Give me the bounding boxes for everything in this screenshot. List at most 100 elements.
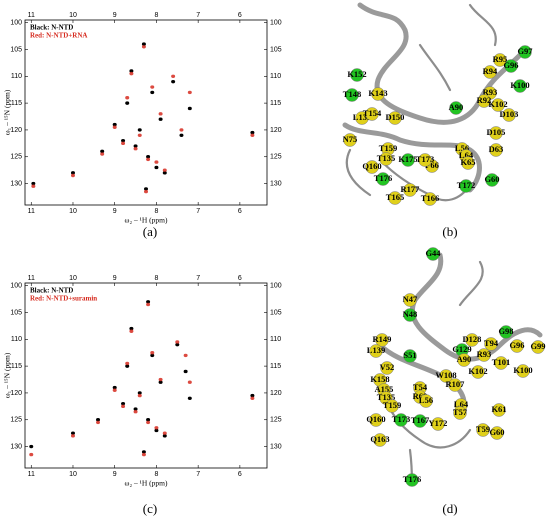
- y-tick-label: 125: [10, 154, 22, 161]
- residue-label: R92: [477, 95, 492, 105]
- y-tick-label: 110: [270, 336, 281, 343]
- peak: [144, 187, 148, 191]
- peak: [183, 369, 188, 374]
- peak: [162, 171, 167, 175]
- residue-sphere: [385, 399, 399, 413]
- residue-label: K61: [491, 404, 506, 414]
- peak: [187, 106, 192, 111]
- peak: [31, 181, 36, 186]
- y-tick-label: 120: [10, 390, 22, 397]
- x-axis-label: ω₂ – ¹H (ppm): [125, 479, 168, 488]
- residue-sphere: [423, 192, 437, 206]
- peak: [250, 393, 255, 398]
- residue-sphere: [350, 68, 364, 82]
- residue-label: T159: [379, 143, 397, 153]
- peak: [141, 452, 146, 457]
- peak: [171, 74, 176, 79]
- y-tick-label: 110: [11, 73, 22, 80]
- residue-label: R93: [483, 87, 498, 97]
- peak: [144, 189, 148, 194]
- residue-sphere: [510, 339, 524, 353]
- residue-sphere: [485, 173, 499, 187]
- residue-label: R149: [373, 334, 392, 344]
- residue-label: N48: [403, 309, 418, 319]
- residue-label: T148: [343, 89, 361, 99]
- residue-sphere: [369, 344, 383, 358]
- peak: [146, 418, 151, 422]
- residue-sphere: [518, 45, 532, 59]
- y-tick-label: 105: [270, 309, 282, 316]
- x-tick-label: 10: [69, 12, 77, 19]
- y-tick-label: 130: [270, 180, 282, 187]
- residue-sphere: [345, 88, 359, 102]
- y-tick-label: 115: [11, 363, 22, 370]
- y-tick-label: 115: [11, 100, 22, 107]
- residue-label: G44: [425, 248, 441, 258]
- residue-sphere: [426, 247, 440, 261]
- legend-label: Red: N-NTD+suramin: [30, 295, 97, 303]
- residue-label: N47: [403, 294, 418, 304]
- residue-sphere: [379, 152, 393, 166]
- peak: [150, 90, 155, 95]
- peak: [150, 351, 155, 355]
- residue-sphere: [403, 183, 417, 197]
- peak: [187, 380, 192, 384]
- residue-sphere: [403, 293, 417, 307]
- residue-sphere: [376, 172, 390, 186]
- residue-sphere: [431, 417, 445, 431]
- residue-sphere: [477, 94, 491, 108]
- residue-label: T54: [413, 382, 428, 392]
- y-tick-label: 100: [10, 283, 22, 290]
- residue-label: L139: [367, 345, 385, 355]
- residue-label: G98: [498, 326, 513, 336]
- residue-label: G99: [530, 341, 545, 351]
- y-tick-label: 125: [270, 417, 282, 424]
- residue-label: G96: [503, 60, 518, 70]
- residue-sphere: [492, 403, 506, 417]
- peak: [133, 407, 138, 411]
- residue-label: G96: [509, 340, 524, 350]
- peak: [187, 396, 192, 400]
- peak: [133, 146, 138, 151]
- residue-label: T159: [383, 400, 401, 410]
- residue-label: Y172: [429, 418, 448, 428]
- peak: [100, 152, 105, 156]
- peak: [125, 364, 130, 368]
- residue-label: T172: [457, 180, 475, 190]
- residue-label: L56: [419, 395, 433, 405]
- x-tick-label: 6: [238, 12, 242, 19]
- residue-sphere: [494, 356, 508, 370]
- residue-label: K102: [488, 99, 507, 109]
- y-tick-label: 105: [270, 46, 282, 53]
- peak: [137, 393, 142, 398]
- y-tick-label: 120: [10, 127, 22, 134]
- residue-sphere: [516, 364, 530, 378]
- peak: [187, 90, 192, 95]
- residue-label: F66: [425, 160, 439, 170]
- y-tick-label: 125: [270, 154, 282, 161]
- residue-sphere: [388, 191, 402, 205]
- x-tick-label: 7: [196, 471, 200, 478]
- y-tick-label: 130: [10, 180, 22, 187]
- y-tick-label: 120: [270, 390, 282, 397]
- residue-sphere: [413, 414, 427, 428]
- panel-label: (b): [442, 224, 457, 239]
- residue-sphere: [375, 333, 389, 347]
- residue-label: D150: [386, 112, 405, 122]
- residue-sphere: [457, 353, 471, 367]
- residue-sphere: [513, 79, 527, 93]
- residue-sphere: [369, 413, 383, 427]
- residue-sphere: [531, 340, 545, 354]
- peak: [154, 165, 159, 170]
- legend-label: Red: N-NTD+RNA: [30, 32, 87, 40]
- x-tick-label: 11: [28, 275, 35, 282]
- residue-label: T94: [484, 338, 499, 348]
- peak: [29, 452, 34, 457]
- residue-sphere: [419, 394, 433, 408]
- peak: [137, 128, 142, 132]
- panel-label: (d): [442, 501, 457, 516]
- residue-label: K175: [398, 154, 417, 164]
- y-axis-label: ω₁ – ¹⁵N (ppm): [3, 89, 12, 135]
- peak: [150, 85, 155, 89]
- peak: [133, 409, 138, 414]
